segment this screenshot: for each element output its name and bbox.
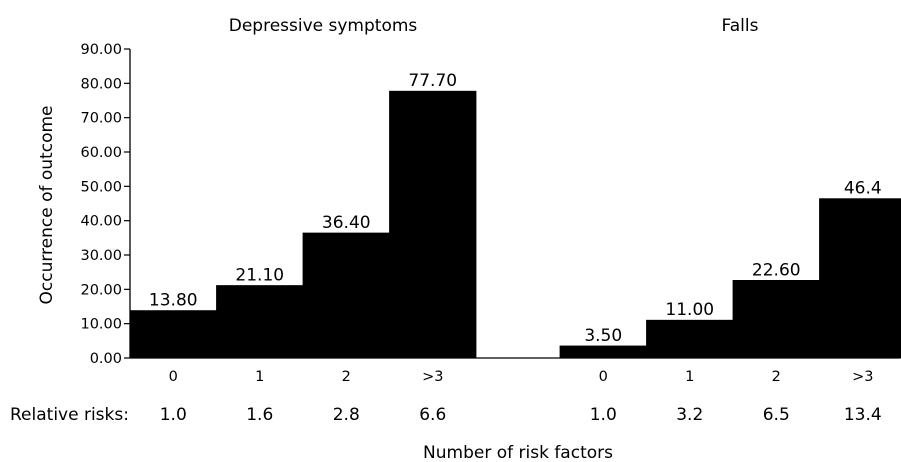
bar <box>646 319 734 359</box>
y-tick-label: 40.00 <box>80 214 122 230</box>
bar-value-label: 77.70 <box>408 71 457 91</box>
relative-risk-value: 6.6 <box>419 405 446 425</box>
x-axis-label: Number of risk factors <box>423 443 613 462</box>
y-tick-label: 80.00 <box>80 76 122 92</box>
bar-value-label: 11.00 <box>665 300 714 320</box>
category-label: 0 <box>169 369 178 385</box>
relative-risk-value: 3.2 <box>676 405 703 425</box>
bar <box>302 232 390 359</box>
bar-value-label: 13.80 <box>149 291 198 311</box>
bar-value-label: 3.50 <box>584 326 622 346</box>
relative-risks-label: Relative risks: <box>10 405 129 425</box>
relative-risk-value: 6.5 <box>763 405 790 425</box>
y-tick-label: 50.00 <box>80 179 122 195</box>
y-axis-label: Occurrence of outcome <box>37 106 57 305</box>
bar-value-label: 21.10 <box>235 266 284 286</box>
panel-title: Depressive symptoms <box>229 16 418 36</box>
category-label: >3 <box>422 369 443 385</box>
category-label: 2 <box>772 369 781 385</box>
bar <box>389 90 477 359</box>
bar <box>732 280 820 359</box>
y-tick-label: 70.00 <box>80 111 122 127</box>
bar-value-label: 22.60 <box>752 260 801 280</box>
bar <box>819 198 901 359</box>
category-label: 0 <box>599 369 608 385</box>
y-tick-label: 0.00 <box>90 351 122 367</box>
category-label: 1 <box>255 369 264 385</box>
y-tick-label: 10.00 <box>80 317 122 333</box>
relative-risk-value: 1.6 <box>246 405 273 425</box>
panel-title: Falls <box>722 16 759 36</box>
relative-risk-value: 2.8 <box>333 405 360 425</box>
y-tick-label: 30.00 <box>80 248 122 264</box>
relative-risk-value: 1.0 <box>160 405 187 425</box>
relative-risk-value: 13.4 <box>844 405 882 425</box>
bar <box>129 310 217 359</box>
bar <box>216 285 304 359</box>
category-label: >3 <box>852 369 873 385</box>
category-label: 2 <box>342 369 351 385</box>
y-tick-label: 20.00 <box>80 282 122 298</box>
bar <box>559 345 647 359</box>
y-tick-label: 60.00 <box>80 145 122 161</box>
bar-value-label: 36.40 <box>322 213 371 233</box>
relative-risk-value: 1.0 <box>590 405 617 425</box>
bar-value-label: 46.4 <box>844 179 882 199</box>
category-label: 1 <box>685 369 694 385</box>
y-tick-label: 90.00 <box>80 42 122 58</box>
